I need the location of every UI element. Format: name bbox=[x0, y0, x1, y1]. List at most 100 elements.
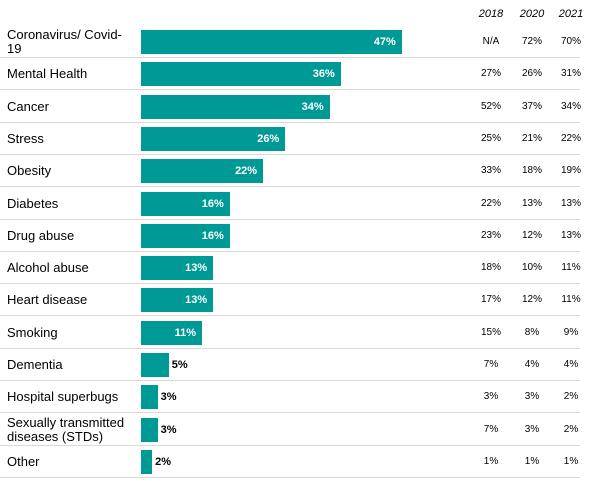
table-cell: 4% bbox=[563, 359, 579, 370]
table-cell: 13% bbox=[560, 229, 581, 241]
row-separator bbox=[0, 250, 580, 252]
year-header: 2021 bbox=[558, 8, 584, 20]
bar bbox=[141, 417, 158, 442]
bar bbox=[141, 94, 330, 119]
data-label: 2% bbox=[155, 455, 171, 468]
data-label: 3% bbox=[160, 391, 177, 404]
category-label: Coronavirus/ Covid-19 bbox=[7, 27, 122, 56]
table-cell: 3% bbox=[483, 391, 499, 403]
chart-row: Diabetes 16% 22% 13% 13% bbox=[0, 188, 599, 220]
category-label: Obesity bbox=[7, 163, 52, 179]
table-cell: 3% bbox=[524, 391, 540, 403]
data-label: 26% bbox=[257, 132, 280, 145]
bar bbox=[141, 449, 153, 474]
data-label: 16% bbox=[201, 229, 224, 242]
category-label: Dementia bbox=[7, 357, 63, 372]
data-label: 13% bbox=[185, 294, 208, 307]
category-label: Other bbox=[7, 453, 40, 469]
row-separator bbox=[0, 444, 580, 446]
category-label: Hospital superbugs bbox=[7, 389, 119, 405]
row-separator bbox=[0, 347, 580, 349]
table-cell: 2% bbox=[563, 391, 579, 403]
row-separator bbox=[0, 186, 580, 188]
row-separator bbox=[0, 476, 580, 478]
table-cell: 19% bbox=[560, 165, 581, 177]
chart-row: Alcohol abuse 13% 18% 10% 11% bbox=[0, 252, 599, 285]
chart-row: Mental Health 36% 27% 26% 31% bbox=[0, 58, 599, 91]
category-label: Cancer bbox=[7, 98, 49, 114]
row-separator bbox=[0, 89, 580, 91]
chart-row: Drug abuse 16% 23% 12% 13% bbox=[0, 220, 599, 252]
category-label: Mental Health bbox=[7, 66, 88, 82]
chart-row: Dementia 5% 7% 4% 4% bbox=[0, 349, 599, 381]
row-separator bbox=[0, 412, 580, 414]
bar bbox=[141, 288, 214, 313]
row-separator bbox=[0, 283, 580, 285]
table-cell: 25% bbox=[480, 132, 501, 144]
row-separator bbox=[0, 121, 580, 123]
chart-row: Obesity 22% 33% 18% 19% bbox=[0, 155, 599, 188]
table-cell: 22% bbox=[560, 132, 581, 144]
year-header: 2020 bbox=[519, 8, 545, 20]
table-cell: 21% bbox=[521, 132, 542, 144]
row-separator bbox=[0, 153, 580, 155]
bar bbox=[141, 320, 203, 345]
row-separator bbox=[0, 380, 580, 381]
row-separator bbox=[0, 315, 580, 317]
category-label: Diabetes bbox=[7, 195, 59, 211]
table-cell: 1% bbox=[483, 455, 499, 467]
table-cell: 27% bbox=[480, 68, 501, 80]
data-label: 34% bbox=[301, 100, 324, 113]
category-label: Smoking bbox=[7, 324, 58, 340]
table-cell: 11% bbox=[561, 262, 581, 274]
data-label: 47% bbox=[373, 36, 396, 48]
table-cell: 18% bbox=[521, 165, 542, 177]
table-cell: 18% bbox=[480, 262, 501, 274]
table-cell: 1% bbox=[563, 455, 579, 467]
chart-row: Coronavirus/ Covid-19 47% N/A 72% 70% bbox=[0, 26, 599, 58]
table-cell: 1% bbox=[524, 455, 540, 467]
category-label: Drug abuse bbox=[7, 227, 75, 243]
data-label: 22% bbox=[235, 165, 258, 178]
bar bbox=[141, 353, 169, 377]
data-label: 5% bbox=[171, 359, 188, 371]
data-label: 11% bbox=[174, 326, 197, 339]
table-cell: 12% bbox=[521, 294, 542, 306]
bar bbox=[141, 256, 214, 281]
table-cell: 7% bbox=[483, 423, 499, 435]
table-cell: 23% bbox=[480, 229, 501, 241]
table-cell: 22% bbox=[480, 197, 501, 209]
chart-row: Hospital superbugs 3% 3% 3% 2% bbox=[0, 381, 599, 414]
category-label: Heart disease bbox=[7, 292, 88, 308]
bar bbox=[141, 385, 158, 410]
table-cell: 13% bbox=[560, 197, 581, 209]
bar bbox=[141, 191, 230, 216]
table-cell: 2% bbox=[563, 423, 579, 435]
table-cell: 9% bbox=[563, 326, 579, 338]
bar bbox=[141, 30, 402, 54]
table-cell: 15% bbox=[480, 326, 501, 338]
year-header: 2018 bbox=[478, 8, 504, 20]
row-separator bbox=[0, 218, 580, 220]
table-cell: 8% bbox=[524, 326, 540, 338]
table-cell: 17% bbox=[480, 294, 501, 306]
table-cell: 52% bbox=[480, 100, 501, 112]
table-cell: 72% bbox=[521, 36, 542, 47]
table-cell: 33% bbox=[480, 165, 501, 177]
data-label: 3% bbox=[160, 423, 177, 436]
bar bbox=[141, 223, 230, 248]
category-label: Stress bbox=[7, 130, 44, 146]
data-label: 36% bbox=[312, 68, 335, 81]
table-cell: 4% bbox=[524, 359, 540, 370]
row-separator bbox=[0, 57, 580, 58]
table-cell: 13% bbox=[521, 197, 542, 209]
table-cell: 26% bbox=[521, 68, 542, 80]
table-cell: 12% bbox=[521, 229, 542, 241]
category-label: Alcohol abuse bbox=[7, 260, 89, 276]
table-cell: 37% bbox=[521, 100, 542, 112]
data-label: 16% bbox=[201, 197, 224, 210]
bar bbox=[141, 126, 286, 151]
data-label: 13% bbox=[185, 262, 208, 275]
bar bbox=[141, 62, 341, 87]
